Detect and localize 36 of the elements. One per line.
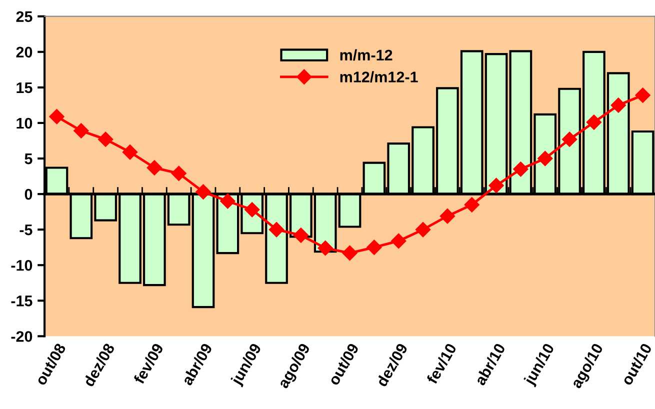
point: [635, 88, 650, 103]
y-tick-label: 15: [16, 82, 32, 94]
y-tick-label: -15: [11, 296, 32, 306]
point: [122, 144, 138, 160]
legend-label: m/m-12: [340, 49, 392, 61]
point: [49, 109, 64, 124]
point: [293, 228, 309, 243]
point: [562, 132, 578, 147]
point: [538, 150, 553, 166]
point: [415, 222, 431, 238]
point: [74, 123, 89, 138]
point: [98, 132, 114, 147]
y-tick-label: -20: [11, 331, 32, 342]
point: [171, 166, 186, 182]
point: [196, 184, 211, 200]
point: [391, 233, 406, 249]
point: [488, 178, 504, 194]
point: [318, 240, 333, 256]
y-tick-label: -10: [11, 260, 32, 271]
point: [440, 208, 456, 224]
point: [610, 98, 626, 113]
point: [586, 114, 602, 130]
y-tick-label: 10: [16, 118, 32, 129]
y-tick-label: 25: [16, 11, 32, 22]
point: [342, 245, 358, 261]
point: [220, 194, 236, 209]
legend-label: m12/m12-1: [340, 71, 418, 83]
point: [513, 162, 528, 177]
point: [268, 222, 284, 238]
y-tick-label: 5: [24, 154, 32, 164]
y-tick-label: -5: [20, 224, 32, 236]
point: [366, 240, 382, 255]
point: [464, 197, 480, 212]
point: [146, 160, 162, 176]
y-tick-label: 0: [24, 188, 32, 200]
y-tick-label: 20: [16, 46, 32, 58]
